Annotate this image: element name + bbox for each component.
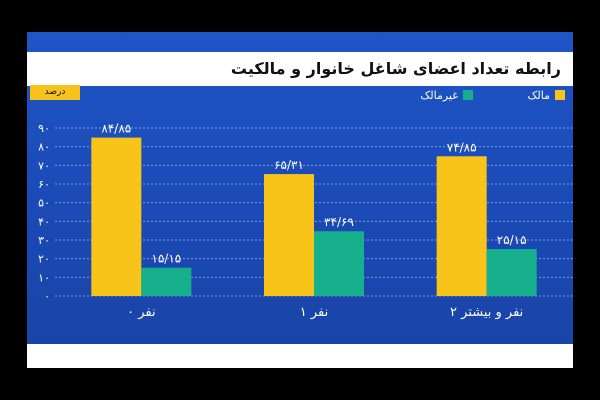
legend-owner-label: مالک — [527, 88, 550, 102]
bar-non-owner — [141, 267, 192, 296]
data-label: ۳۴/۶۹ — [324, 215, 354, 229]
data-label: ۱۵/۱۵ — [151, 252, 181, 266]
y-tick-label: ۱۰ — [38, 271, 50, 284]
y-tick-label: ۶۰ — [38, 178, 50, 191]
y-tick-label: ۸۰ — [38, 141, 50, 154]
unit-badge: درصد — [30, 85, 80, 100]
bottom-band — [27, 344, 573, 368]
bar-non-owner — [486, 249, 537, 296]
legend-owner: مالک — [528, 88, 565, 102]
y-tick-label: ۹۰ — [38, 122, 50, 135]
legend-owner-swatch — [555, 90, 565, 100]
data-label: ۸۴/۸۵ — [101, 122, 131, 136]
bar-owner — [91, 137, 142, 296]
y-tick-label: ۳۰ — [38, 234, 50, 247]
bar-non-owner — [314, 231, 364, 296]
bar-owner — [264, 174, 314, 296]
y-tick-label: ۷۰ — [38, 159, 50, 172]
y-tick-label: ۰ — [44, 290, 50, 303]
legend-non-owner: غیرمالک — [420, 88, 473, 102]
legend-non-owner-label: غیرمالک — [420, 88, 458, 102]
data-label: ۲۵/۱۵ — [497, 233, 527, 247]
chart-title: رابطه تعداد اعضای شاغل خانوار و مالکیت — [230, 59, 561, 78]
y-tick-label: ۵۰ — [38, 197, 50, 210]
bar-owner — [436, 156, 487, 296]
x-category-label: ۰ نفر — [127, 305, 156, 320]
x-category-label: ۲ نفر و بیشتر — [450, 305, 523, 320]
legend-non-owner-swatch — [463, 90, 473, 100]
y-tick-label: ۴۰ — [38, 215, 50, 228]
x-category-label: ۱ نفر — [300, 305, 329, 320]
title-bar: رابطه تعداد اعضای شاغل خانوار و مالکیت — [27, 52, 573, 86]
data-label: ۶۵/۳۱ — [274, 158, 304, 172]
y-tick-label: ۲۰ — [38, 253, 50, 266]
data-label: ۷۴/۸۵ — [447, 140, 477, 154]
